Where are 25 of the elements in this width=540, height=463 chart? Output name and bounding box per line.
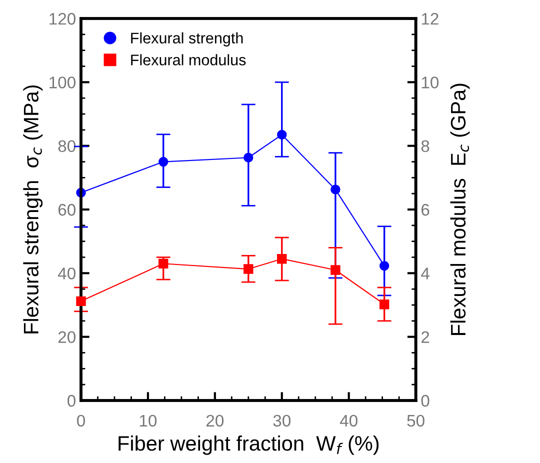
y2-tick-label: 8 — [421, 140, 430, 152]
y2-tick-label: 6 — [422, 204, 430, 216]
x-tick-label: 10 — [140, 414, 157, 427]
y-tick-label: 20 — [58, 331, 76, 344]
y2-tick-label: 2 — [422, 331, 430, 343]
x-tick-label: 0 — [77, 414, 85, 427]
x-tick-label: 20 — [206, 414, 224, 427]
y-axis-title: Flexural strength σ$_{c}$ (MPa) — [23, 85, 43, 334]
y2-tick-label: 12 — [422, 12, 438, 25]
y2-tick-label: 10 — [422, 76, 439, 88]
x-axis-title: Fiber weight fraction W$_{f}$ (%) — [118, 435, 379, 455]
legend-label: Flexural strength — [131, 32, 243, 47]
y-tick-label: 0 — [68, 394, 76, 407]
legend-label: Flexural modulus — [131, 54, 246, 66]
x-tick-label: 40 — [340, 414, 358, 427]
y2-tick-label: 0 — [421, 394, 430, 407]
y-tick-label: 60 — [58, 204, 76, 216]
x-tick-label: 50 — [407, 414, 424, 427]
y-tick-label: 120 — [50, 12, 76, 25]
x-tick-label: 30 — [273, 414, 290, 427]
y2-axis-title: Flexural modulus E$_{c}$ (GPa) — [450, 84, 470, 335]
y-tick-label: 80 — [58, 140, 76, 152]
y2-tick-label: 4 — [421, 268, 430, 280]
y-tick-label: 40 — [58, 268, 76, 280]
y-tick-label: 100 — [50, 76, 76, 88]
